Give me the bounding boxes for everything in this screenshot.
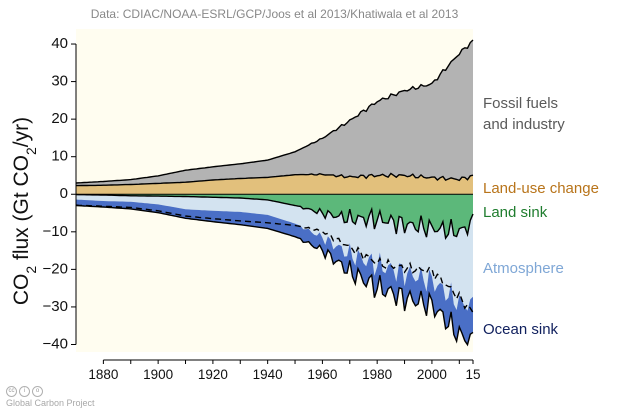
- x-tick-label: 1940: [253, 367, 283, 382]
- y-tick-label: −40: [43, 335, 68, 352]
- label-and-industry: and industry: [483, 116, 565, 133]
- y-tick-label: 40: [51, 35, 68, 52]
- x-tick-label: 1900: [143, 367, 173, 382]
- label-land-sink: Land sink: [483, 204, 548, 221]
- source-note: Data: CDIAC/NOAA-ESRL/GCP/Joos et al 201…: [91, 7, 459, 21]
- by-icon: i: [19, 386, 30, 397]
- cc-license-icons: cc i o: [6, 386, 95, 397]
- cc-icon: cc: [6, 386, 17, 397]
- credit-text: Global Carbon Project: [6, 398, 95, 408]
- ocean-sink-area: [76, 199, 473, 345]
- y-tick-label: 0: [60, 185, 68, 202]
- label-atmosphere: Atmosphere: [483, 260, 564, 277]
- label-ocean-sink: Ocean sink: [483, 321, 559, 338]
- x-tick-label: 1920: [198, 367, 228, 382]
- sa-icon: o: [32, 386, 43, 397]
- land-sink-area: [76, 194, 473, 239]
- x-tick-label: 15: [465, 367, 480, 382]
- land-use-change-line: [76, 172, 474, 187]
- y-axis-label: CO2 flux (Gt CO2/yr): [10, 117, 39, 305]
- label-land-use-change: Land-use change: [483, 180, 599, 197]
- atmosphere-area: [76, 194, 473, 311]
- y-tick-label: −10: [43, 223, 68, 240]
- y-tick-label: 10: [51, 148, 68, 165]
- x-tick-label: 2000: [417, 367, 447, 382]
- y-tick-label: −30: [43, 298, 68, 315]
- credit: cc i o Global Carbon Project: [6, 386, 95, 408]
- land-sink-line: [75, 193, 474, 241]
- x-tick-label: 1880: [88, 367, 118, 382]
- ocean-sink-line: [75, 204, 474, 347]
- y-tick-label: 20: [51, 110, 68, 127]
- x-tick-label: 1960: [307, 367, 337, 382]
- y-tick-label: 30: [51, 73, 68, 90]
- atmosphere-dashed-line: [75, 204, 474, 314]
- fossil-fuels-line: [75, 39, 474, 184]
- label-fossil-fuels: Fossil fuels: [483, 95, 558, 112]
- land-use-change-area: [76, 173, 473, 195]
- fossil-fuels-area: [76, 40, 473, 186]
- y-tick-label: −20: [43, 260, 68, 277]
- x-tick-label: 1980: [362, 367, 392, 382]
